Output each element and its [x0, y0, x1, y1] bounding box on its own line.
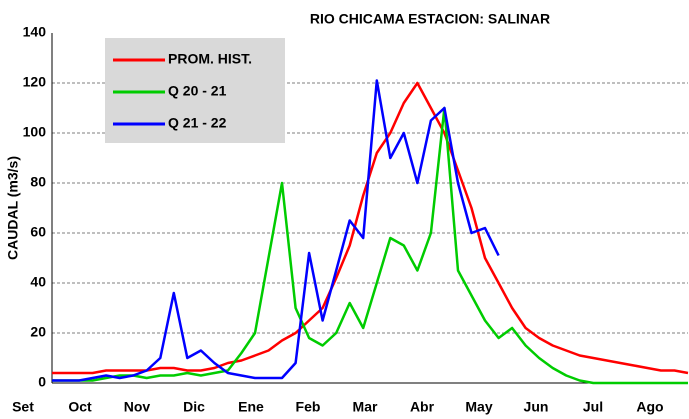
legend-label: Q 20 - 21: [168, 83, 227, 99]
legend-label: PROM. HIST.: [168, 51, 252, 67]
x-tick-label: Abr: [410, 399, 435, 415]
x-tick-label: Ene: [238, 399, 264, 415]
y-tick-label: 0: [38, 374, 46, 390]
x-tick-label: Nov: [124, 399, 151, 415]
x-tick-label: May: [465, 399, 492, 415]
x-tick-label: Feb: [296, 399, 321, 415]
chart-title: RIO CHICAMA ESTACION: SALINAR: [310, 11, 550, 27]
x-tick-label: Dic: [183, 399, 205, 415]
y-tick-label: 100: [23, 124, 47, 140]
legend-label: Q 21 - 22: [168, 115, 227, 131]
y-tick-label: 140: [23, 24, 47, 40]
y-tick-label: 80: [30, 174, 46, 190]
x-tick-label: Jun: [524, 399, 549, 415]
y-axis-label: CAUDAL (m3/s): [5, 156, 21, 260]
y-tick-label: 60: [30, 224, 46, 240]
series-line: [52, 81, 689, 375]
series-line: [52, 106, 688, 385]
y-tick-label: 40: [30, 274, 46, 290]
x-tick-label: Set: [12, 399, 34, 415]
x-tick-label: Jul: [583, 399, 603, 415]
x-tick-label: Mar: [353, 399, 378, 415]
x-tick-label: Oct: [68, 399, 92, 415]
series-line: [52, 79, 500, 382]
x-tick-label: Ago: [636, 399, 663, 415]
y-tick-label: 120: [23, 74, 47, 90]
y-tick-label: 20: [30, 324, 46, 340]
